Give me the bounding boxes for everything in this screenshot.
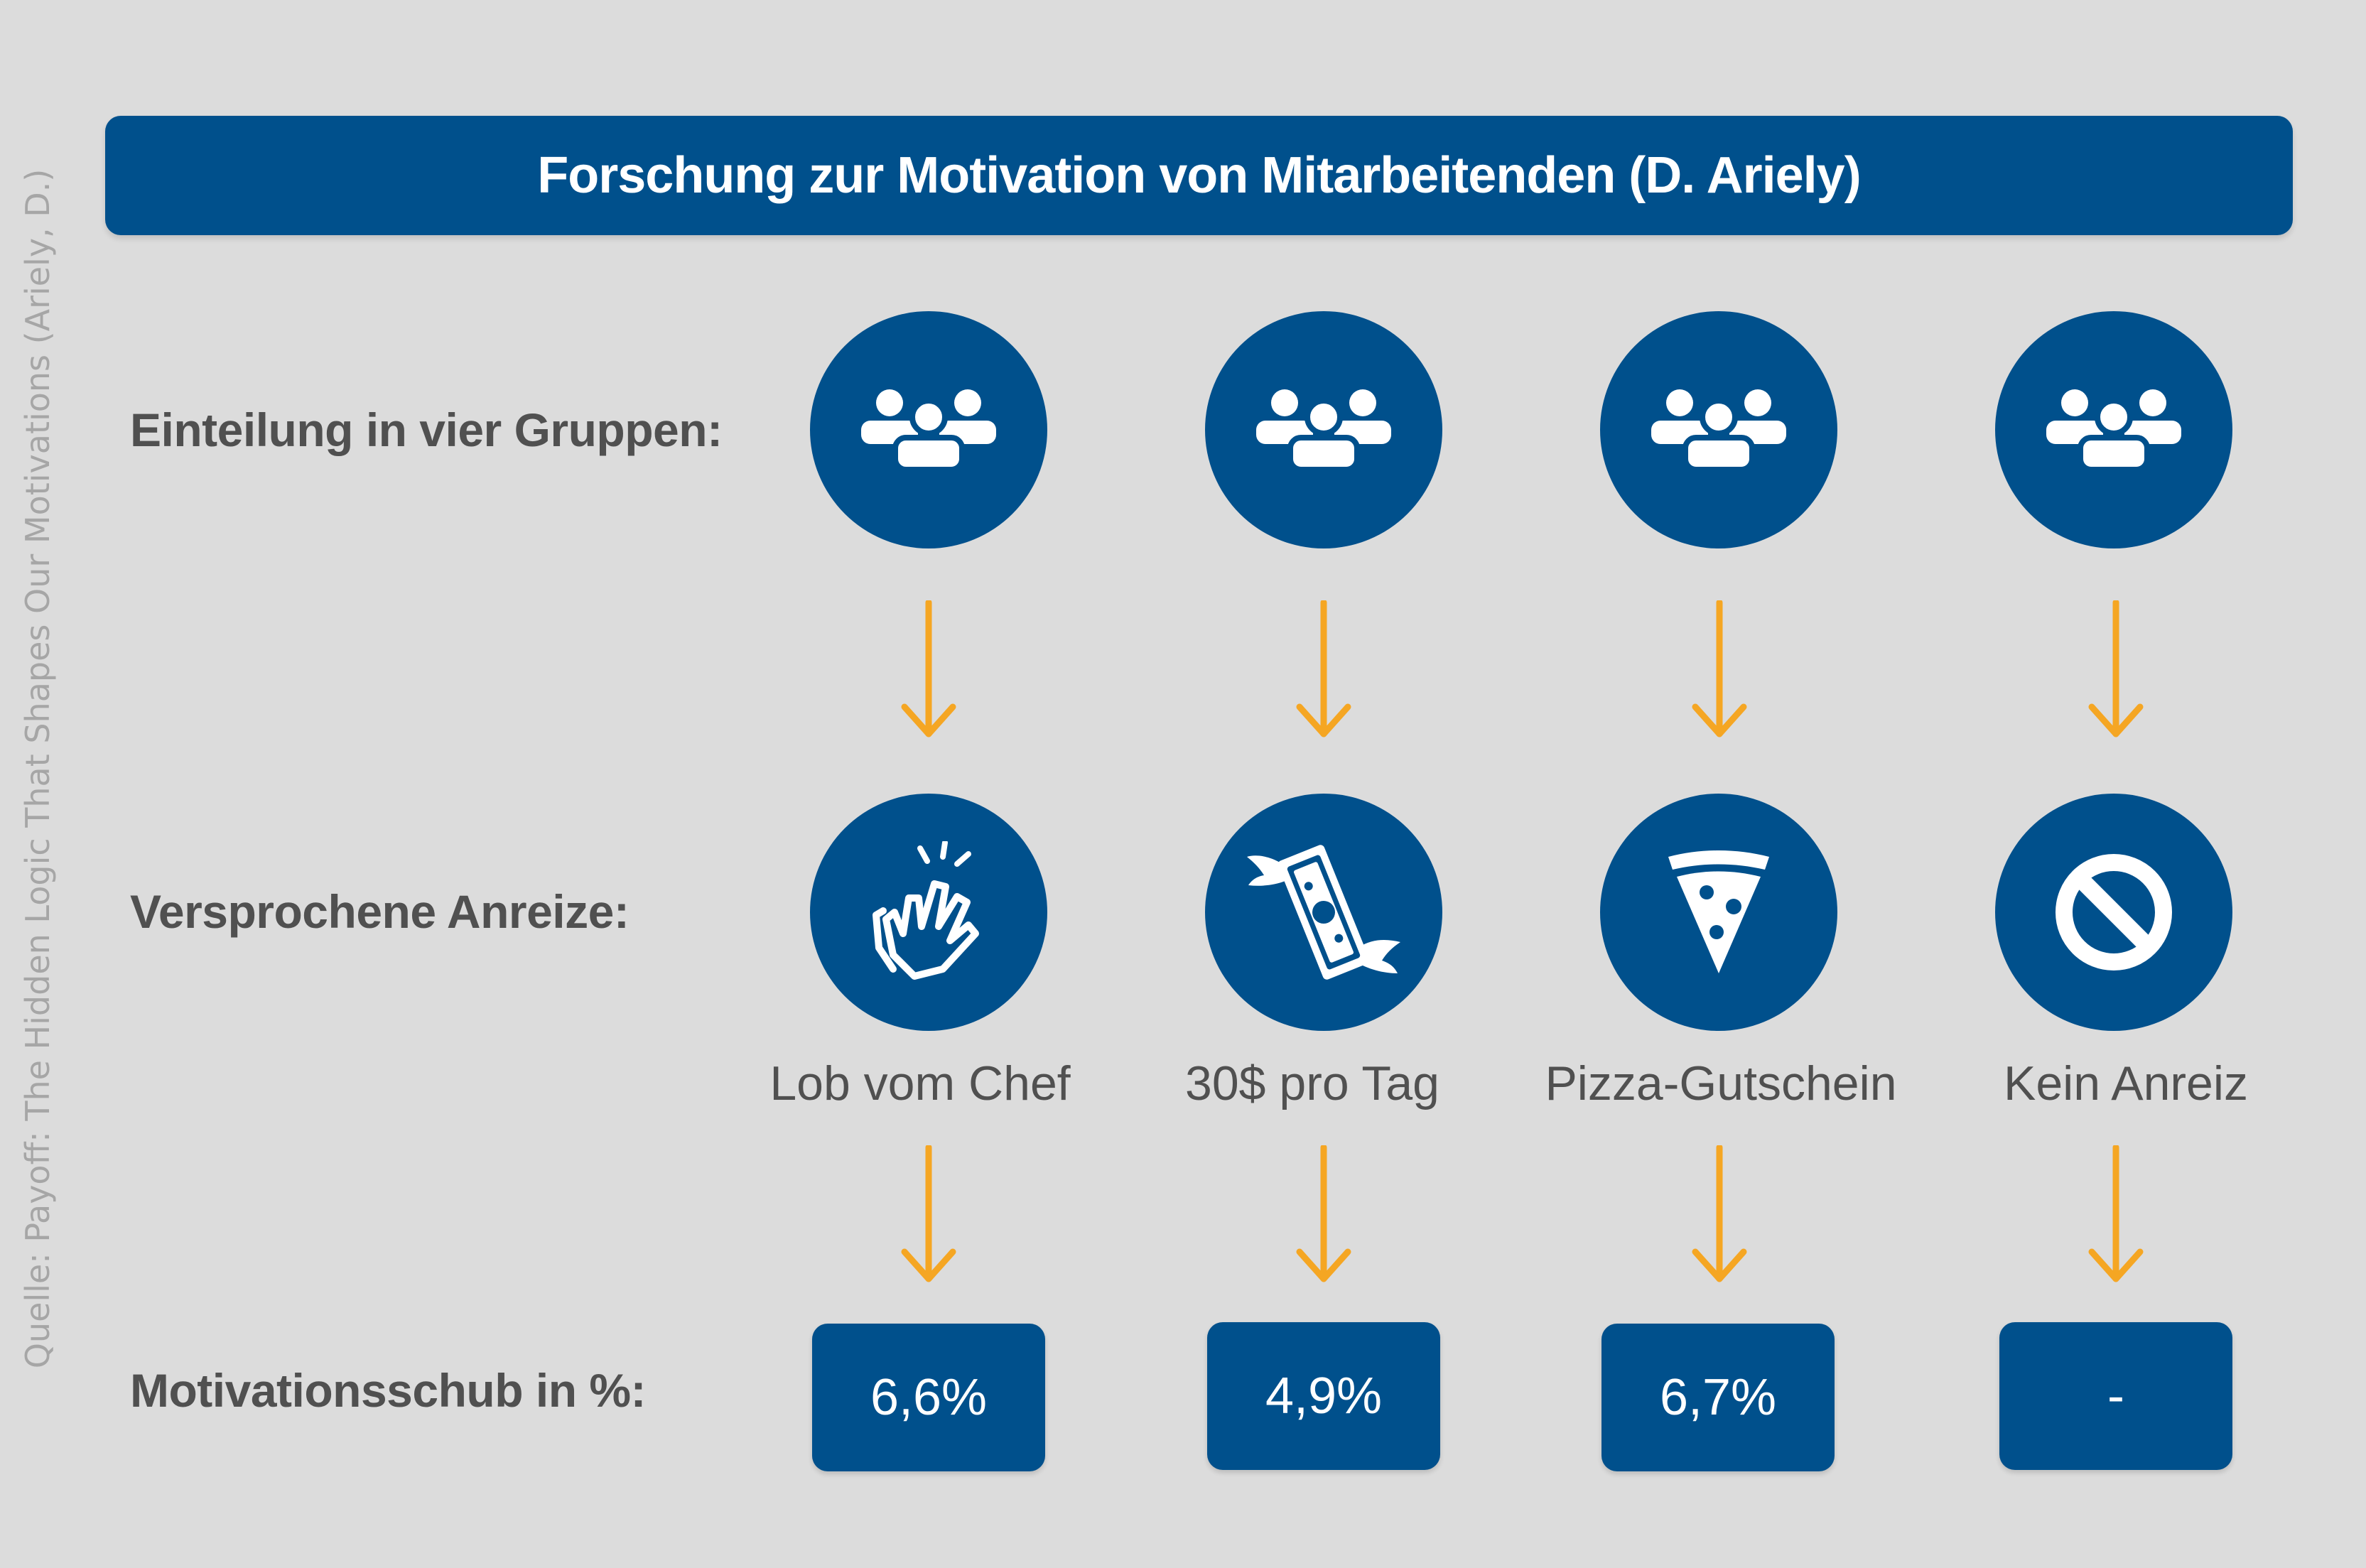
incentive-4-circle [1995, 794, 2232, 1031]
incentive-2-label: 30$ pro Tag [1185, 1056, 1439, 1110]
arrow-down-icon [2088, 600, 2144, 737]
arrow-down-icon [901, 600, 956, 737]
incentive-3-label: Pizza-Gutschein [1545, 1056, 1897, 1110]
clapping-hands-icon [873, 841, 979, 980]
boost-value-1: 6,6% [812, 1324, 1045, 1471]
people-group-icon [1256, 389, 1391, 472]
incentive-1-circle [810, 794, 1047, 1031]
people-group-icon [2046, 389, 2181, 472]
arrow-down-icon [1296, 1145, 1351, 1282]
groups-row-label: Einteilung in vier Gruppen: [130, 404, 723, 456]
flying-money-icon [1247, 845, 1400, 980]
group-1-circle [810, 311, 1047, 548]
group-3-circle [1600, 311, 1837, 548]
arrow-down-icon [1296, 600, 1351, 737]
no-entry-icon [2056, 854, 2172, 970]
arrow-down-icon [1692, 600, 1747, 737]
incentive-3-circle [1600, 794, 1837, 1031]
boost-value-2: 4,9% [1207, 1322, 1440, 1470]
title-bar: Forschung zur Motivation von Mitarbeiten… [105, 116, 2293, 235]
boost-row-label: Motivationsschub in %: [130, 1364, 647, 1417]
people-group-icon [1651, 389, 1786, 472]
arrow-down-icon [2088, 1145, 2144, 1282]
group-4-circle [1995, 311, 2232, 548]
source-note: Quelle: Payoff: The Hidden Logic That Sh… [18, 168, 57, 1369]
arrow-down-icon [1692, 1145, 1747, 1282]
boost-value-3: 6,7% [1601, 1324, 1835, 1471]
incentives-row-label: Versprochene Anreize: [130, 885, 630, 938]
incentive-1-label: Lob vom Chef [769, 1056, 1071, 1110]
boost-value-4: - [1999, 1322, 2232, 1470]
pizza-slice-icon [1668, 850, 1769, 973]
people-group-icon [861, 389, 996, 472]
incentive-2-circle [1205, 794, 1442, 1031]
incentive-4-label: Kein Anreiz [2004, 1056, 2248, 1110]
arrow-down-icon [901, 1145, 956, 1282]
page-title: Forschung zur Motivation von Mitarbeiten… [537, 147, 1861, 204]
group-2-circle [1205, 311, 1442, 548]
